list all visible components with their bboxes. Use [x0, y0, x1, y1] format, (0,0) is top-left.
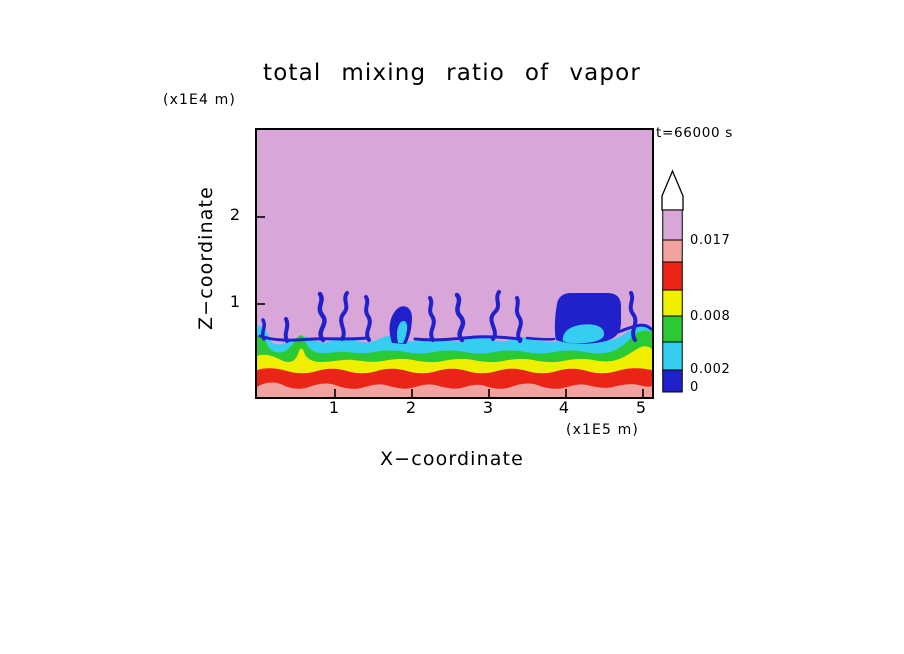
- plot-area: [255, 128, 654, 399]
- colorbar-label-0008: 0.008: [690, 309, 731, 324]
- x-tick-label-3: 3: [482, 398, 494, 417]
- colorbar-segment: [662, 261, 683, 291]
- blue-plume-5: [428, 296, 436, 342]
- blue-plume-3: [339, 291, 349, 341]
- blue-plume-8: [514, 296, 523, 343]
- colorbar-overflow-arrow-icon: [661, 169, 684, 211]
- time-annotation: t=66000 s: [656, 125, 733, 141]
- blue-plume-9: [628, 291, 638, 342]
- colorbar-label-0002: 0.002: [690, 362, 731, 377]
- cyan-core-left: [397, 320, 408, 343]
- colorbar-segment: [662, 341, 683, 371]
- y-tick-label-1: 1: [229, 292, 241, 311]
- colorbar-segment: [662, 209, 683, 241]
- x-tick-label-4: 4: [558, 398, 570, 417]
- y-tick-label-2: 2: [229, 205, 241, 224]
- x-axis-label: X−coordinate: [380, 448, 524, 470]
- colorbar-segment: [662, 369, 683, 393]
- y-axis-label: Z−coordinate: [195, 186, 217, 330]
- colorbar: [661, 168, 684, 394]
- colorbar-label-0017: 0.017: [690, 233, 731, 248]
- colorbar-segment: [662, 239, 683, 263]
- cyan-core-right: [562, 324, 605, 344]
- blue-cap-line-1: [258, 334, 369, 342]
- blue-plume-4: [364, 295, 372, 342]
- blue-plume-2: [317, 291, 327, 343]
- x-axis-units: (x1E5 m): [566, 422, 639, 438]
- blue-plume-6: [454, 292, 466, 343]
- contour-field: [257, 130, 652, 397]
- colorbar-label-0: 0: [690, 380, 699, 395]
- field-background: [257, 130, 652, 397]
- chart-title: total mixing ratio of vapor: [263, 60, 641, 86]
- x-tick-label-2: 2: [405, 398, 417, 417]
- x-tick-label-1: 1: [328, 398, 340, 417]
- salmon-layer: [257, 382, 652, 397]
- blue-plume-1: [283, 317, 290, 343]
- y-axis-units: (x1E4 m): [163, 92, 236, 108]
- colorbar-scale: [661, 169, 684, 393]
- colorbar-segment: [662, 289, 683, 317]
- colorbar-segment: [662, 315, 683, 343]
- x-tick-label-5: 5: [635, 398, 647, 417]
- blue-cap-line-3: [525, 336, 556, 341]
- blue-plume-7: [489, 290, 501, 341]
- blue-plume-edge: [260, 318, 267, 341]
